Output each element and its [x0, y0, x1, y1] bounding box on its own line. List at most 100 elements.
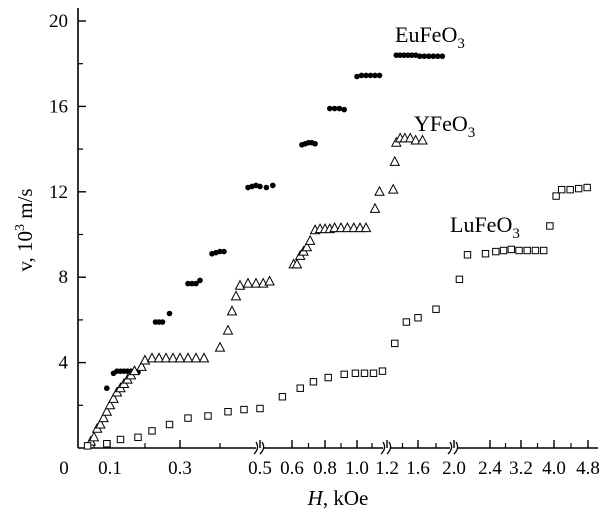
data-point-lufeo3: [546, 222, 554, 230]
data-point-eufeo3: [439, 53, 446, 60]
data-point-eufeo3: [270, 182, 276, 189]
data-point-yfeo3: [104, 399, 116, 410]
data-point-eufeo3: [312, 140, 318, 147]
data-point-lufeo3: [414, 314, 422, 322]
data-point-lufeo3: [134, 433, 142, 442]
data-point-yfeo3: [335, 222, 347, 233]
data-point-lufeo3: [369, 369, 378, 377]
data-point-eufeo3: [409, 52, 415, 58]
x-tick-label: 0.1: [98, 458, 122, 479]
data-point-yfeo3: [226, 305, 238, 316]
data-point-eufeo3: [185, 280, 191, 287]
data-point-eufeo3: [336, 105, 343, 112]
data-point-eufeo3: [367, 72, 374, 79]
data-point-lufeo3: [507, 245, 516, 254]
x-tick-label: 2.0: [442, 458, 466, 479]
data-point-eufeo3: [217, 248, 223, 255]
data-point-yfeo3: [88, 431, 100, 442]
axis-break-mark: [386, 441, 392, 455]
axis-break-mark: [447, 441, 453, 455]
data-point-eufeo3: [363, 72, 369, 79]
data-point-yfeo3: [174, 352, 186, 363]
data-point-yfeo3: [146, 352, 158, 363]
data-point-lufeo3: [539, 246, 548, 255]
data-point-lufeo3: [296, 384, 304, 392]
data-point-eufeo3: [327, 105, 333, 112]
data-point-lufeo3: [165, 420, 174, 429]
data-point-eufeo3: [166, 310, 173, 317]
data-point-lufeo3: [278, 393, 287, 401]
data-point-lufeo3: [240, 405, 248, 414]
data-point-lufeo3: [184, 414, 192, 422]
data-point-eufeo3: [331, 105, 338, 112]
data-point-yfeo3: [264, 275, 275, 286]
x-tick-label: 0.8: [313, 458, 337, 479]
data-point-lufeo3: [224, 408, 232, 416]
chart-labels: 4 8 12 16 20 0 0.1 0.3 0.5 0.6 0.8 1.0 1.2 1.6 2.0 2.4 3…: [13, 11, 600, 510]
data-point-eufeo3: [397, 52, 403, 58]
data-point-yfeo3: [95, 418, 106, 429]
y-tick-label: 12: [49, 182, 68, 203]
axes: [77, 8, 598, 455]
data-point-eufeo3: [354, 73, 360, 80]
x-tick-label: 1.2: [375, 458, 399, 479]
data-point-lufeo3: [402, 318, 411, 326]
data-point-lufeo3: [378, 367, 387, 375]
data-point-lufeo3: [148, 427, 156, 435]
data-point-lufeo3: [515, 246, 523, 255]
data-point-eufeo3: [263, 184, 270, 191]
axis-break-mark: [380, 441, 386, 455]
data-point-yfeo3: [374, 185, 385, 196]
data-point-eufeo3: [372, 72, 378, 79]
data-point-yfeo3: [136, 360, 147, 371]
data-point-lufeo3: [324, 373, 332, 382]
x-axis-label: H, kOe: [307, 486, 369, 510]
axis-break-mark: [253, 441, 259, 455]
y-tick-label: 20: [49, 11, 68, 32]
data-point-eufeo3: [159, 319, 166, 325]
data-point-eufeo3: [401, 52, 407, 58]
data-point-eufeo3: [358, 72, 365, 79]
data-point-yfeo3: [98, 412, 109, 423]
data-point-lufeo3: [574, 184, 583, 193]
data-point-eufeo3: [221, 248, 227, 255]
y-tick-label: 4: [59, 353, 69, 374]
data-point-yfeo3: [410, 134, 422, 145]
data-point-yfeo3: [214, 341, 226, 352]
data-point-lufeo3: [340, 370, 348, 379]
axis-break-mark: [453, 441, 459, 455]
data-point-yfeo3: [160, 352, 172, 363]
x-tick-label: 4.0: [542, 458, 566, 479]
data-point-yfeo3: [250, 277, 262, 288]
data-point-lufeo3: [557, 185, 566, 194]
x-tick-label: 1.0: [345, 458, 369, 479]
data-point-eufeo3: [435, 53, 441, 60]
data-point-eufeo3: [257, 183, 263, 190]
data-point-yfeo3: [222, 324, 234, 335]
data-point-eufeo3: [417, 53, 423, 60]
data-point-yfeo3: [167, 352, 179, 363]
data-point-lufeo3: [360, 369, 369, 377]
y-tick-label: 8: [59, 267, 69, 288]
data-point-yfeo3: [304, 234, 316, 245]
data-point-lufeo3: [463, 251, 472, 259]
series-label-yfeo3: YFeO3: [414, 111, 475, 141]
data-point-yfeo3: [234, 279, 246, 290]
data-point-yfeo3: [198, 352, 210, 363]
data-point-lufeo3: [351, 369, 360, 377]
data-point-lufeo3: [103, 440, 111, 448]
data-point-lufeo3: [566, 185, 574, 194]
data-point-eufeo3: [104, 385, 110, 392]
data-point-eufeo3: [189, 280, 195, 287]
data-point-yfeo3: [387, 183, 399, 194]
data-point-yfeo3: [417, 134, 428, 145]
data-point-yfeo3: [108, 392, 119, 403]
data-point-eufeo3: [376, 72, 383, 79]
data-point-eufeo3: [193, 280, 199, 287]
axis-break-mark: [259, 441, 265, 455]
data-point-lufeo3: [204, 412, 212, 420]
data-point-yfeo3: [360, 222, 372, 233]
data-point-yfeo3: [369, 202, 381, 213]
data-point-eufeo3: [421, 53, 428, 60]
